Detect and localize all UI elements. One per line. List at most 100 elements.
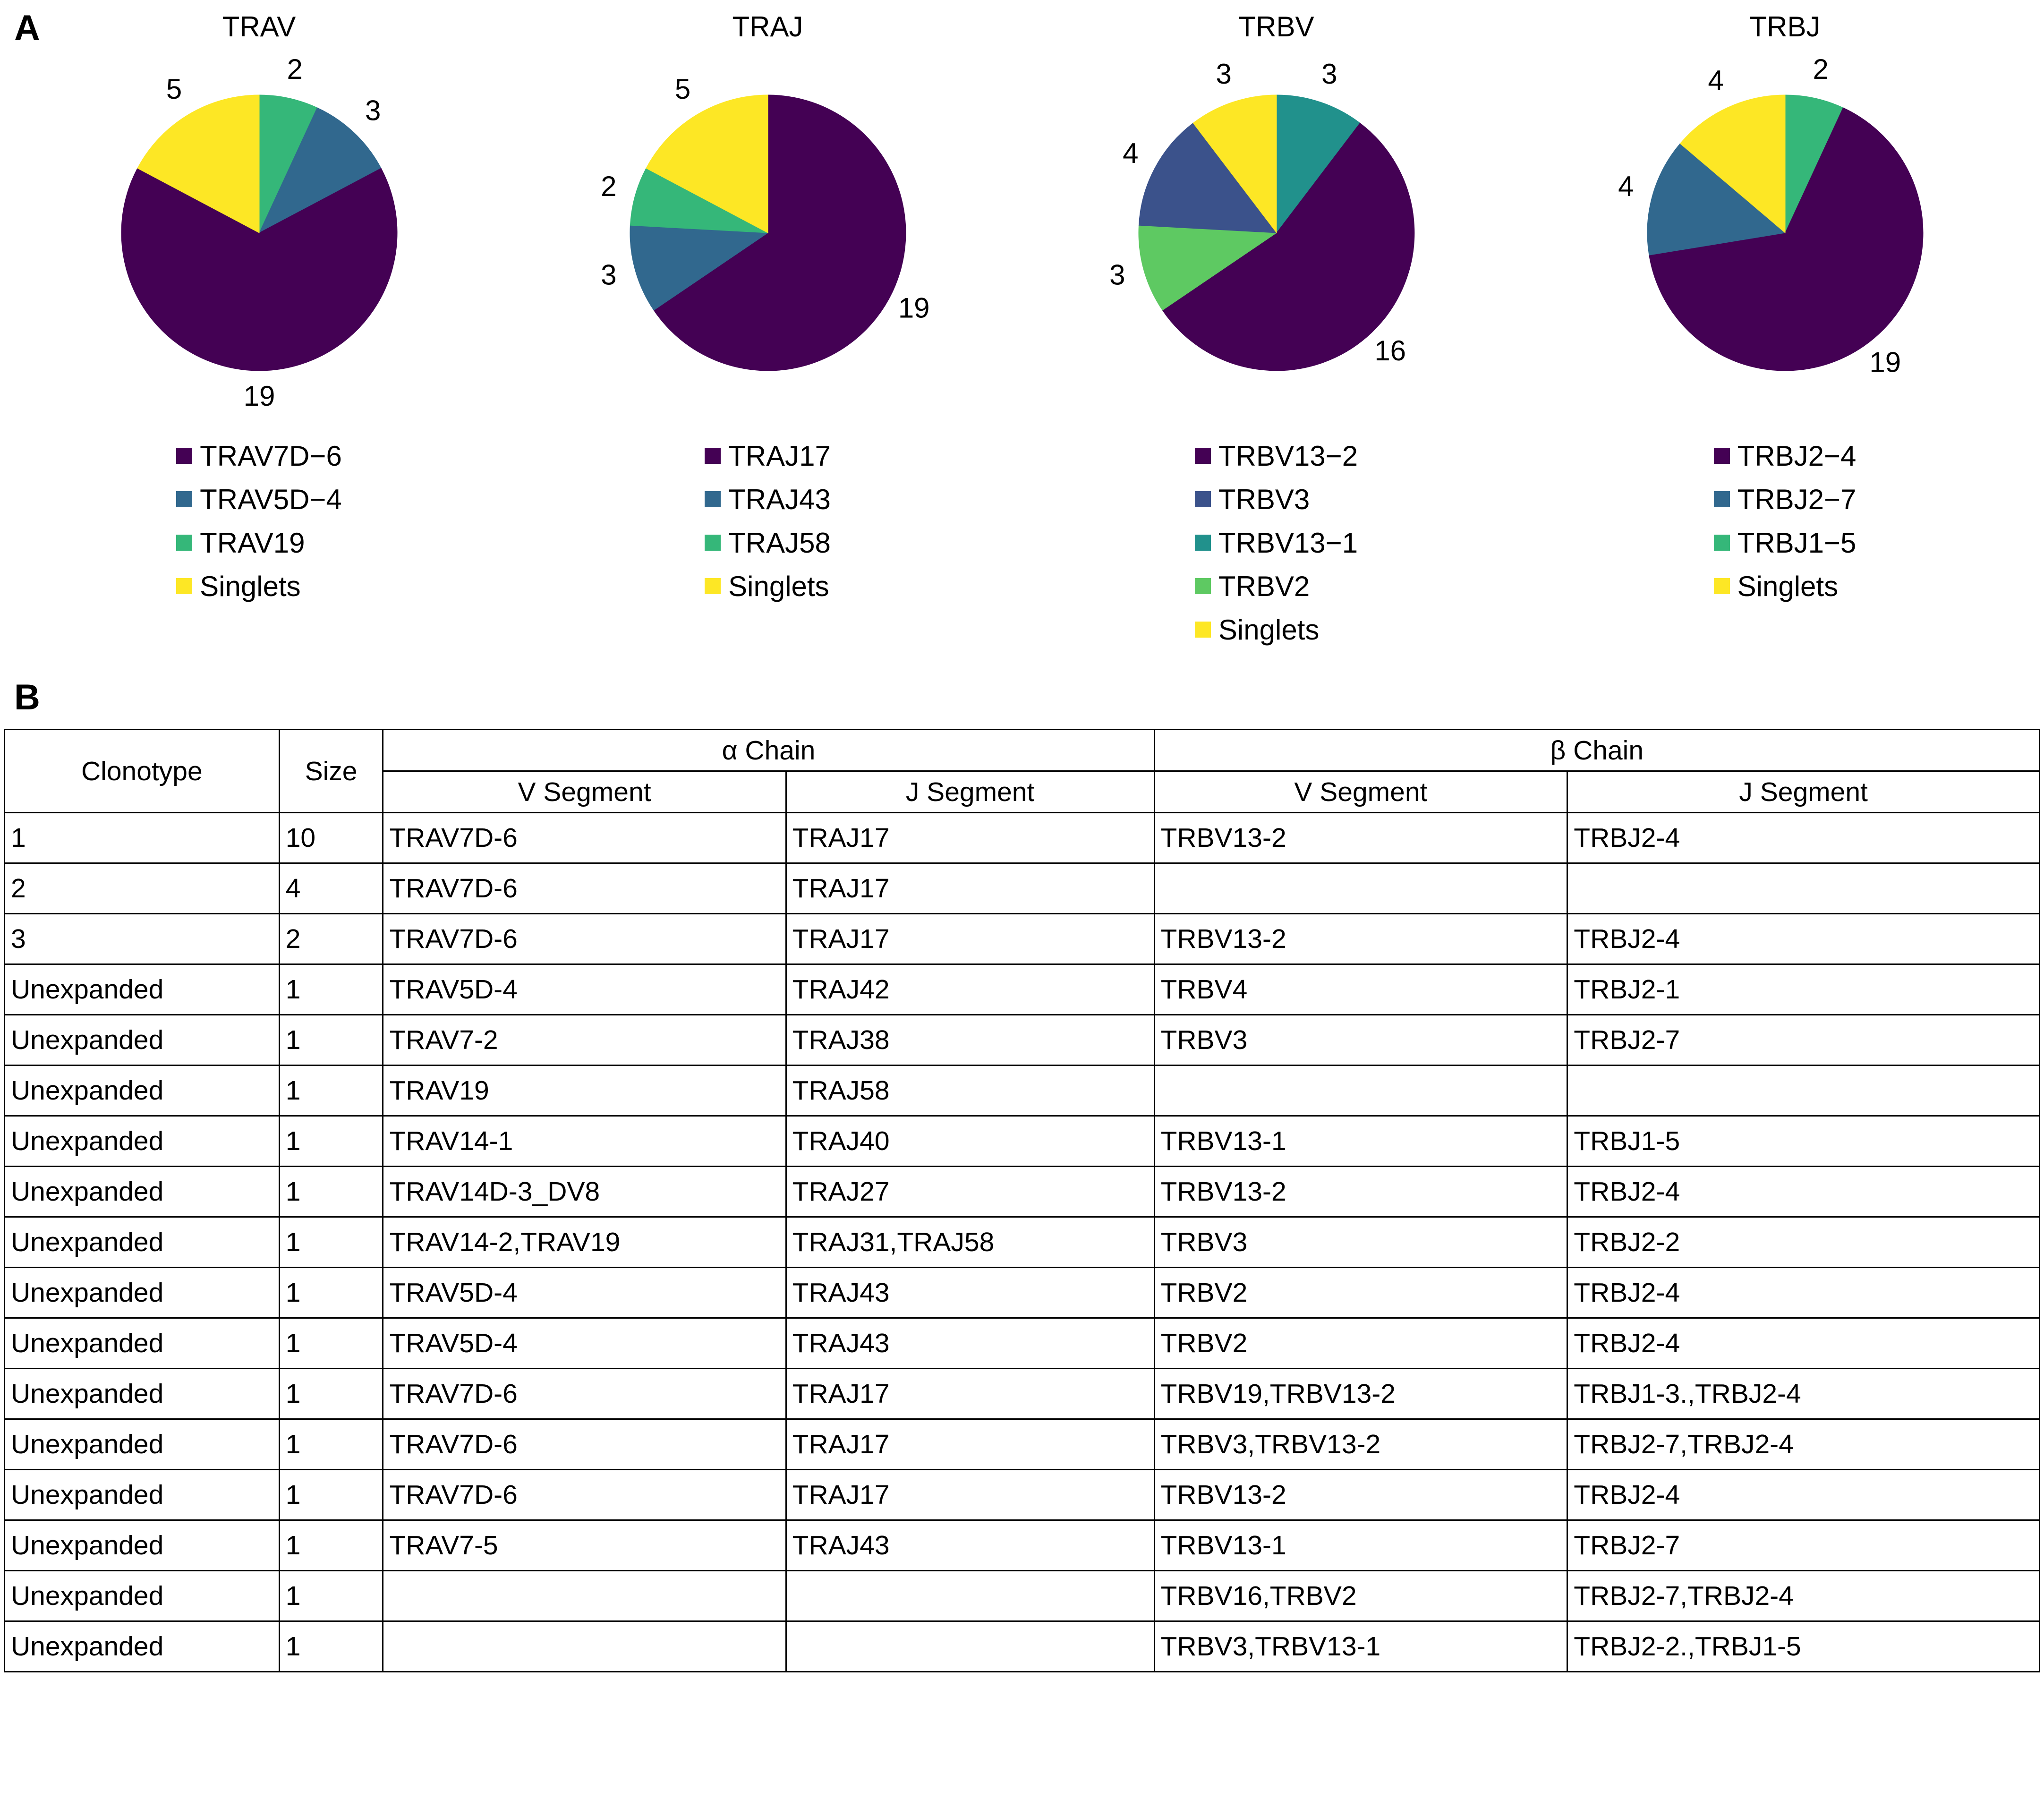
table-cell: TRBJ2-7,TRBJ2-4	[1567, 1418, 2040, 1470]
table-cell: TRBJ1-3.,TRBJ2-4	[1567, 1368, 2040, 1420]
table-cell: TRAJ17	[785, 913, 1155, 965]
pie-slice-trav7d-6	[121, 168, 397, 371]
table-cell: TRAJ40	[785, 1115, 1155, 1167]
table-row: 1 10 TRAV7D-6 TRAJ17 TRBV13-2 TRBJ2-4	[4, 812, 2040, 864]
table-cell: TRAV7D-6	[382, 1368, 787, 1420]
table-cell: 1	[278, 1216, 384, 1268]
legend-label: TRAV5D−4	[200, 483, 342, 515]
table-cell: TRAV14-1	[382, 1115, 787, 1167]
pie-slice-trbj1-5	[1785, 94, 1843, 233]
chart-traj: TRAJ 19 3 2 5 TRAJ17 TRAJ43 TRAJ58 Singlets	[513, 9, 1022, 651]
pie-slice-trbv13-2	[1162, 122, 1414, 371]
pie-value-label: 4	[1708, 65, 1723, 96]
pie-value-label: 5	[674, 73, 690, 105]
pie-slice-traj43	[629, 225, 769, 311]
table-cell: Unexpanded	[4, 1115, 280, 1167]
panel-a-label: A	[14, 8, 40, 48]
table-cell: TRBJ2-4	[1567, 812, 2040, 864]
legend-swatch	[705, 535, 721, 551]
pie-value-label: 5	[166, 73, 181, 105]
legend-label: Singlets	[728, 570, 829, 602]
pie-value-label: 3	[601, 259, 616, 290]
table-cell: 1	[278, 1570, 384, 1622]
table-cell	[785, 1570, 1155, 1622]
table-row: Unexpanded 1 TRAV5D-4 TRAJ43 TRBV2 TRBJ2-4	[4, 1317, 2040, 1369]
pie-slice-singlets	[1679, 94, 1785, 234]
table-cell	[382, 1570, 787, 1622]
legend-swatch	[705, 491, 721, 507]
legend-label: Singlets	[200, 570, 301, 602]
legend-label: TRAJ17	[728, 440, 831, 472]
table-cell: TRAJ43	[785, 1317, 1155, 1369]
col-header-alpha-j-segment: J Segment	[785, 770, 1155, 813]
legend-item: Singlets	[705, 564, 831, 608]
pie-value-label: 3	[365, 95, 381, 127]
pie-trbj: 2 19 4 4	[1618, 53, 1923, 378]
legend-item: Singlets	[1194, 608, 1358, 651]
col-header-alpha-v-segment: V Segment	[382, 770, 787, 813]
pie-slice-singlets	[645, 94, 768, 233]
table-cell: TRAV7D-6	[382, 1418, 787, 1470]
legend-swatch	[1194, 535, 1211, 551]
table-cell: TRBV13-1	[1153, 1115, 1568, 1167]
pie-slice-traj58	[630, 168, 768, 233]
legend-item: TRBV13−2	[1194, 434, 1358, 477]
table-cell: TRBJ2-1	[1567, 963, 2040, 1015]
clonotype-table-header: Clonotype Size α Chain β Chain V Segment…	[4, 729, 2041, 813]
table-cell: 1	[278, 1166, 384, 1218]
table-cell: TRBV13-2	[1153, 1166, 1568, 1218]
table-cell: TRAJ17	[785, 1469, 1155, 1521]
legend-swatch	[1713, 491, 1730, 507]
legend-label: TRBJ2−4	[1737, 440, 1857, 472]
table-cell: TRBJ2-4	[1567, 1469, 2040, 1521]
table-row: Unexpanded 1 TRAV5D-4 TRAJ42 TRBV4 TRBJ2-1	[4, 963, 2040, 1015]
table-cell	[382, 1620, 787, 1672]
pie-charts-row: TRAV 2 3 19 5 TRAV7D−6 TRAV5D−4 TRAV19 Singlets T…	[5, 9, 2039, 651]
table-cell: TRBV3,TRBV13-2	[1153, 1418, 1568, 1470]
table-cell: TRAV19	[382, 1065, 787, 1117]
pie-value-label: 2	[287, 53, 302, 85]
table-cell: TRAV7-2	[382, 1014, 787, 1066]
table-cell: TRAJ17	[785, 812, 1155, 864]
table-cell: Unexpanded	[4, 1065, 280, 1117]
table-cell: TRBJ1-5	[1567, 1115, 2040, 1167]
table-cell: TRBV16,TRBV2	[1153, 1570, 1568, 1622]
legend-item: TRBV2	[1194, 564, 1358, 608]
table-cell: TRBJ2-4	[1567, 1267, 2040, 1319]
table-cell: TRBJ2-7	[1567, 1519, 2040, 1571]
table-cell: TRBV13-1	[1153, 1519, 1568, 1571]
legend-swatch	[705, 448, 721, 464]
table-row: Unexpanded 1 TRAV14-2,TRAV19 TRAJ31,TRAJ58 T…	[4, 1216, 2040, 1268]
pie-value-label: 4	[1123, 137, 1138, 169]
table-cell: TRBV13-2	[1153, 913, 1568, 965]
legend-item: TRBV13−1	[1194, 521, 1358, 564]
table-cell: TRAJ42	[785, 963, 1155, 1015]
table-cell: 2	[278, 913, 384, 965]
table-cell: TRBJ2-4	[1567, 1317, 2040, 1369]
pie-slice-trbj2-4	[1648, 107, 1923, 371]
table-cell: 1	[278, 1519, 384, 1571]
chart-trbj: TRBJ 2 19 4 4 TRBJ2−4 TRBJ2−7 TRBJ1−5 Singlets	[1531, 9, 2039, 651]
table-cell: TRBV19,TRBV13-2	[1153, 1368, 1568, 1420]
table-cell: TRAV7D-6	[382, 862, 787, 914]
table-row: Unexpanded 1 TRAV19 TRAJ58	[4, 1065, 2040, 1117]
table-cell: TRAV5D-4	[382, 1267, 787, 1319]
table-cell: TRAV7-5	[382, 1519, 787, 1571]
table-cell: TRBV3	[1153, 1014, 1568, 1066]
table-row: Unexpanded 1 TRAV14D-3_DV8 TRAJ27 TRBV13-2 TR…	[4, 1166, 2040, 1218]
table-cell: TRBV2	[1153, 1267, 1568, 1319]
chart-title: TRBJ	[1749, 11, 1821, 43]
table-row: Unexpanded 1 TRAV7D-6 TRAJ17 TRBV13-2 TRBJ2-4	[4, 1469, 2040, 1521]
table-row: Unexpanded 1 TRAV7D-6 TRAJ17 TRBV19,TRBV13-2…	[4, 1368, 2040, 1420]
table-cell: 4	[278, 862, 384, 914]
table-cell: 10	[278, 812, 384, 864]
table-row: Unexpanded 1 TRAV14-1 TRAJ40 TRBV13-1 TRBJ1-5	[4, 1115, 2040, 1167]
legend-label: TRBV13−2	[1218, 440, 1358, 472]
legend-swatch	[1713, 578, 1730, 594]
legend-swatch	[176, 448, 193, 464]
table-cell: 1	[278, 1065, 384, 1117]
legend-label: Singlets	[1737, 570, 1839, 602]
legend-item: TRAV5D−4	[176, 477, 342, 521]
table-cell: 1	[278, 1620, 384, 1672]
pie-slice-singlets	[1192, 94, 1277, 234]
